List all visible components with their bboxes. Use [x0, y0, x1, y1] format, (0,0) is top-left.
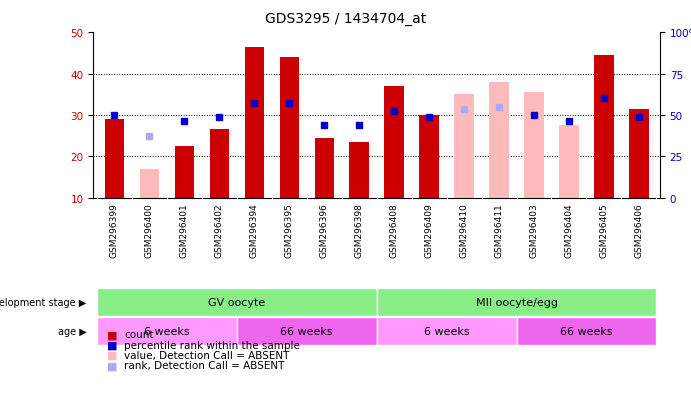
- Text: count: count: [124, 330, 154, 339]
- Text: GSM296410: GSM296410: [460, 203, 468, 257]
- Text: GSM296396: GSM296396: [320, 203, 329, 257]
- Bar: [559, 126, 578, 198]
- Text: GSM296395: GSM296395: [285, 203, 294, 257]
- Text: 66 weeks: 66 weeks: [281, 326, 333, 336]
- Text: GSM296411: GSM296411: [495, 203, 504, 257]
- Bar: [377, 288, 656, 316]
- Text: 6 weeks: 6 weeks: [144, 326, 189, 336]
- Bar: [314, 138, 334, 198]
- Bar: [594, 56, 614, 198]
- Text: ■: ■: [107, 330, 117, 339]
- Bar: [175, 147, 194, 198]
- Text: GSM296405: GSM296405: [600, 203, 609, 257]
- Text: MII oocyte/egg: MII oocyte/egg: [475, 297, 558, 307]
- Bar: [245, 47, 264, 198]
- Text: GSM296401: GSM296401: [180, 203, 189, 257]
- Text: ■: ■: [107, 361, 117, 370]
- Text: percentile rank within the sample: percentile rank within the sample: [124, 340, 301, 350]
- Text: GV oocyte: GV oocyte: [208, 297, 265, 307]
- Bar: [209, 130, 229, 198]
- Bar: [97, 288, 377, 316]
- Text: ■: ■: [107, 350, 117, 360]
- Bar: [384, 87, 404, 198]
- Bar: [419, 116, 439, 198]
- Bar: [280, 58, 299, 198]
- Bar: [489, 83, 509, 198]
- Bar: [455, 95, 473, 198]
- Text: GSM296394: GSM296394: [249, 203, 258, 257]
- Bar: [237, 317, 377, 345]
- Bar: [524, 93, 544, 198]
- Bar: [516, 317, 656, 345]
- Text: value, Detection Call = ABSENT: value, Detection Call = ABSENT: [124, 350, 290, 360]
- Text: GSM296406: GSM296406: [634, 203, 643, 257]
- Text: GDS3295 / 1434704_at: GDS3295 / 1434704_at: [265, 12, 426, 26]
- Text: GSM296400: GSM296400: [144, 203, 153, 257]
- Text: GSM296409: GSM296409: [424, 203, 433, 257]
- Bar: [140, 169, 159, 198]
- Text: development stage ▶: development stage ▶: [0, 297, 86, 307]
- Bar: [104, 120, 124, 198]
- Text: GSM296404: GSM296404: [565, 203, 574, 257]
- Bar: [377, 317, 516, 345]
- Text: GSM296403: GSM296403: [529, 203, 538, 257]
- Bar: [350, 142, 369, 198]
- Text: GSM296398: GSM296398: [354, 203, 363, 257]
- Text: 66 weeks: 66 weeks: [560, 326, 613, 336]
- Text: GSM296399: GSM296399: [110, 203, 119, 257]
- Text: ■: ■: [107, 340, 117, 350]
- Text: age ▶: age ▶: [57, 326, 86, 336]
- Text: GSM296402: GSM296402: [215, 203, 224, 257]
- Text: GSM296408: GSM296408: [390, 203, 399, 257]
- Text: rank, Detection Call = ABSENT: rank, Detection Call = ABSENT: [124, 361, 285, 370]
- Bar: [97, 317, 237, 345]
- Bar: [630, 109, 649, 198]
- Text: 6 weeks: 6 weeks: [424, 326, 469, 336]
